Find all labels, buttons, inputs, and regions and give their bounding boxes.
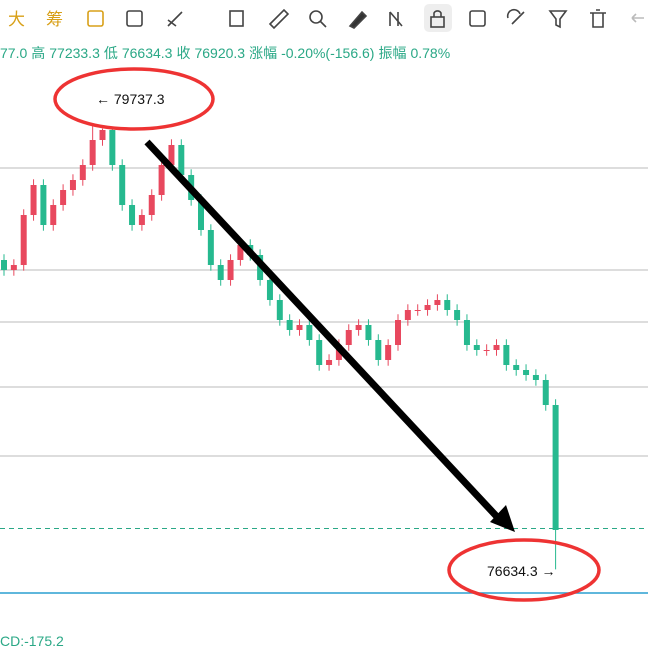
info: 收 bbox=[176, 45, 191, 61]
candle-body bbox=[119, 165, 126, 205]
candle-body bbox=[217, 265, 224, 280]
candle-body bbox=[60, 190, 67, 205]
tool-icon[interactable] bbox=[309, 10, 323, 24]
annotation: 76634.3 → bbox=[487, 563, 556, 579]
info: 高 bbox=[31, 45, 46, 61]
candle-body bbox=[523, 370, 530, 375]
candle-body bbox=[50, 205, 57, 225]
candle-body bbox=[395, 320, 401, 345]
candle-body bbox=[444, 300, 451, 310]
candle-body bbox=[178, 145, 185, 175]
candle-body bbox=[227, 260, 234, 280]
tool-icon[interactable] bbox=[506, 8, 525, 25]
info: 涨幅 bbox=[249, 45, 278, 61]
tool-icon[interactable] bbox=[590, 9, 606, 28]
candle-body bbox=[503, 345, 510, 365]
annotation: ← 79737.3 bbox=[96, 91, 165, 107]
candle-body bbox=[483, 350, 490, 351]
candle-body bbox=[20, 215, 27, 265]
candle-body bbox=[414, 310, 421, 311]
candle-body bbox=[148, 195, 155, 215]
candle-body bbox=[276, 300, 283, 320]
candle-body bbox=[1, 260, 7, 270]
tool-icon[interactable] bbox=[126, 10, 143, 27]
candle-body bbox=[385, 345, 392, 360]
candle-body bbox=[79, 165, 86, 180]
tool-icon[interactable] bbox=[389, 11, 403, 27]
candle-body bbox=[10, 265, 17, 270]
candle-body bbox=[198, 200, 204, 230]
tool-icon[interactable] bbox=[229, 10, 244, 27]
candle-body bbox=[266, 280, 273, 300]
candle-body bbox=[365, 325, 372, 340]
candle-body bbox=[493, 345, 500, 350]
candle-body bbox=[168, 145, 175, 165]
candle-body bbox=[434, 300, 441, 305]
candle-body bbox=[404, 310, 411, 320]
candle-body bbox=[532, 375, 539, 380]
tool-icon[interactable] bbox=[87, 10, 104, 27]
candle-body bbox=[158, 165, 165, 195]
candle-body bbox=[345, 330, 352, 345]
highlight-ellipse bbox=[53, 67, 215, 131]
tool-text[interactable]: 大 bbox=[8, 10, 25, 29]
tool-icon[interactable] bbox=[167, 11, 183, 27]
toolbar[interactable]: 大 筹 bbox=[8, 4, 644, 32]
candle-body bbox=[454, 310, 461, 320]
candle-body bbox=[40, 185, 47, 225]
candle-body bbox=[129, 205, 136, 225]
candle-body bbox=[473, 345, 480, 350]
plot bbox=[0, 126, 648, 594]
trend-arrow bbox=[144, 139, 503, 523]
candle-body bbox=[207, 230, 214, 265]
arrow-head bbox=[490, 505, 515, 532]
tool-icon[interactable] bbox=[430, 16, 445, 28]
highlight-ellipse bbox=[447, 538, 601, 602]
tool-icon[interactable] bbox=[268, 8, 290, 30]
candle-body bbox=[109, 130, 116, 165]
candle-body bbox=[326, 360, 333, 365]
candle-body bbox=[99, 130, 106, 140]
info: -0.20%(-156.6) bbox=[281, 45, 375, 61]
candle-body bbox=[286, 320, 293, 330]
candle-body bbox=[424, 305, 431, 310]
info: 0.78% bbox=[410, 45, 451, 61]
candle-body bbox=[542, 380, 549, 405]
candle-body bbox=[306, 325, 313, 340]
info: 76920.3 bbox=[194, 45, 246, 61]
candle-body bbox=[138, 215, 145, 225]
info: 低 bbox=[103, 45, 118, 61]
tool-icon[interactable] bbox=[348, 10, 368, 29]
indicator: CD:-175.2 bbox=[0, 633, 64, 649]
candle-body bbox=[30, 185, 37, 215]
candle-body bbox=[552, 405, 559, 530]
info: 振幅 bbox=[378, 45, 407, 61]
info: 77233.3 bbox=[49, 45, 100, 61]
info: 76634.3 bbox=[121, 45, 173, 61]
candle-body bbox=[513, 365, 520, 370]
candle-body bbox=[316, 340, 323, 365]
candle-body bbox=[355, 325, 362, 330]
candle-body bbox=[463, 320, 470, 345]
candle-body bbox=[69, 180, 76, 190]
candle-body bbox=[237, 245, 244, 260]
tool-text[interactable]: 筹 bbox=[46, 10, 63, 29]
tool-icon[interactable] bbox=[548, 10, 568, 29]
tool-icon[interactable] bbox=[631, 13, 644, 23]
info-line: 77.0 高 77233.3 低 76634.3 收 76920.3 涨幅 -0.20%(-15… bbox=[0, 43, 454, 63]
candle-body bbox=[296, 325, 303, 330]
candle-body bbox=[375, 340, 382, 360]
info: 77.0 bbox=[0, 45, 28, 61]
candle-body bbox=[89, 140, 96, 165]
tool-icon[interactable] bbox=[469, 10, 486, 27]
